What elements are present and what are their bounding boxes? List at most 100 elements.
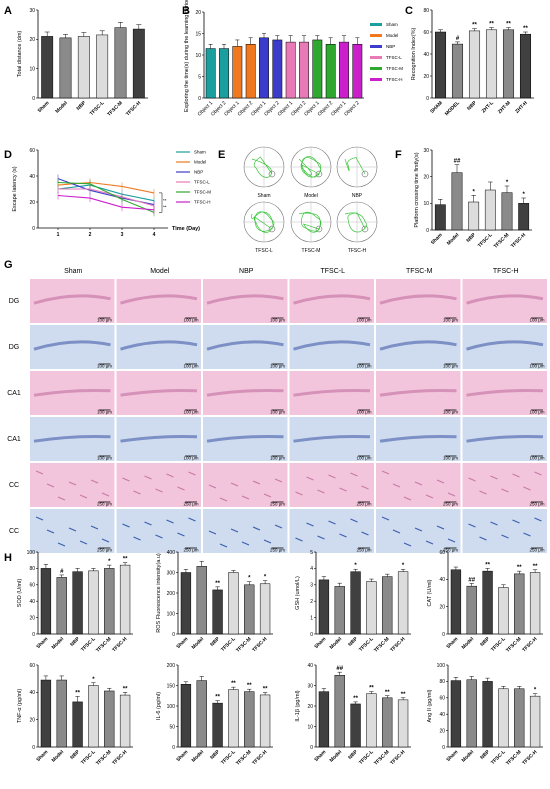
- scale-bar-label: 100 μm: [183, 364, 198, 369]
- maze-label: TFSC-M: [302, 248, 321, 254]
- x-tick-label: Sham: [37, 100, 51, 114]
- x-axis-title: Time (Day): [172, 226, 200, 232]
- significance-mark: **: [385, 690, 390, 696]
- histology-fiber: [425, 494, 434, 499]
- histology-column-header: Sham: [64, 268, 82, 275]
- significance-mark: *: [92, 677, 95, 683]
- bar: [501, 192, 513, 231]
- bar: [59, 37, 72, 99]
- y-tick-label: 20: [29, 200, 35, 206]
- x-tick-label: ZHT-H: [514, 100, 529, 115]
- y-tick-label: 200: [167, 663, 176, 669]
- bar: [382, 576, 393, 635]
- bar: [196, 680, 207, 748]
- bar: [72, 701, 83, 748]
- legend-label: TFSC-L: [386, 55, 402, 60]
- significance-mark: **: [123, 686, 128, 692]
- scale-bar-label: 250 μm: [97, 502, 112, 507]
- histology-cell-layer: [33, 294, 111, 305]
- histology-fiber: [436, 525, 445, 530]
- scale-bar-label: 100 μm: [529, 364, 544, 369]
- histology-fiber: [512, 473, 520, 478]
- histology-cell-layer: [293, 340, 371, 351]
- chart-il-1beta: 0 10 20 30 40 IL-1β (pg/ml) Sham ## Model ** NBP **…: [295, 663, 411, 767]
- histology-cell-layer: [466, 434, 544, 443]
- scale-bar-label: 100 μm: [356, 364, 371, 369]
- histology-column-header: NBP: [239, 268, 254, 275]
- x-tick-label: Model: [329, 749, 344, 764]
- y-tick-label: 40: [29, 599, 35, 605]
- y-tick-label: 20: [29, 717, 35, 723]
- bar: [468, 201, 480, 231]
- significance-mark: *: [472, 189, 475, 195]
- y-axis-title: Escape latency (s): [12, 166, 18, 211]
- x-tick-label: SHAM: [429, 100, 444, 115]
- significance-mark: **: [75, 690, 80, 696]
- chart-il-6: 0 50 100 150 200 IL-6 (pg/ml) Sham Model ** NBP **…: [156, 663, 273, 767]
- y-tick-label: 40: [423, 52, 429, 58]
- chart-ros: 0 100 200 300 400 ROS Fluorescence intensity(…: [156, 550, 273, 654]
- y-tick-label: 0: [310, 632, 313, 638]
- y-tick-label: 40: [439, 577, 445, 583]
- histology-fiber: [490, 475, 498, 480]
- scale-bar-label: 100 μm: [356, 410, 371, 415]
- x-tick-label: NBP: [479, 636, 491, 648]
- y-tick-label: 3: [310, 583, 313, 589]
- bar: [205, 48, 216, 99]
- histology-cell-layer: [33, 388, 111, 397]
- significance-mark: **: [369, 686, 374, 692]
- bar: [498, 688, 509, 748]
- bar: [56, 577, 67, 635]
- scale-bar-label: 100 μm: [529, 410, 544, 415]
- significance-mark: **: [163, 198, 167, 203]
- bar: [299, 41, 309, 99]
- y-tick-label: 80: [29, 566, 35, 572]
- histology-fiber: [306, 522, 314, 527]
- bar: [514, 688, 525, 748]
- bar: [482, 570, 493, 635]
- histology-fiber: [252, 480, 261, 485]
- histology-cell-layer: [293, 388, 371, 397]
- y-tick-label: 40: [439, 712, 445, 718]
- histology-fiber: [144, 475, 152, 480]
- histology-row-label: CC: [9, 528, 19, 535]
- y-tick-label: 10: [307, 724, 313, 730]
- significance-mark: #: [60, 569, 64, 575]
- significance-mark: *: [248, 576, 251, 582]
- y-axis-title: Total distance (dm): [17, 31, 23, 78]
- legend-label: TFSC-H: [386, 77, 403, 82]
- y-tick-label: 60: [29, 583, 35, 589]
- histology-grid: Sham Model NBP TFSC-L TFSC-M TFSC-H DG 100 μm 10…: [7, 268, 547, 553]
- y-axis-title: TNF-α (pg/ml): [17, 689, 23, 724]
- y-axis-title: SOD (U/ml): [17, 579, 23, 608]
- maze-trajectory: [251, 211, 275, 233]
- histology-fiber: [534, 471, 542, 476]
- histology-cell-layer: [120, 388, 198, 397]
- significance-mark: ##: [336, 666, 343, 672]
- significance-mark: *: [402, 563, 405, 569]
- y-tick-label: 0: [442, 745, 445, 751]
- significance-mark: **: [533, 564, 538, 570]
- significance-mark: ##: [454, 159, 461, 165]
- maze-label: Model: [304, 193, 318, 199]
- x-tick-label: Sham: [175, 636, 189, 650]
- bar: [245, 44, 256, 99]
- histology-fiber: [350, 518, 358, 523]
- significance-mark: **: [517, 565, 522, 571]
- scale-bar-label: 100 μm: [183, 318, 198, 323]
- x-tick-label: NBP: [479, 749, 491, 761]
- maze-trajectory: [298, 211, 322, 233]
- histology-cell-layer: [466, 294, 544, 305]
- significance-mark: *: [354, 563, 357, 569]
- significance-mark: **: [263, 686, 268, 692]
- histology-cell-layer: [379, 340, 457, 351]
- maze-label: TFSC-L: [255, 248, 273, 254]
- significance-mark: **: [247, 683, 252, 689]
- y-tick-label: 60: [423, 30, 429, 36]
- y-tick-label: 80: [439, 679, 445, 685]
- x-tick-label: TFSC-H: [389, 749, 406, 766]
- significance-mark: **: [163, 205, 167, 210]
- significance-mark: **: [485, 562, 490, 568]
- x-tick-label: NBP: [347, 749, 359, 761]
- bar: [77, 36, 90, 99]
